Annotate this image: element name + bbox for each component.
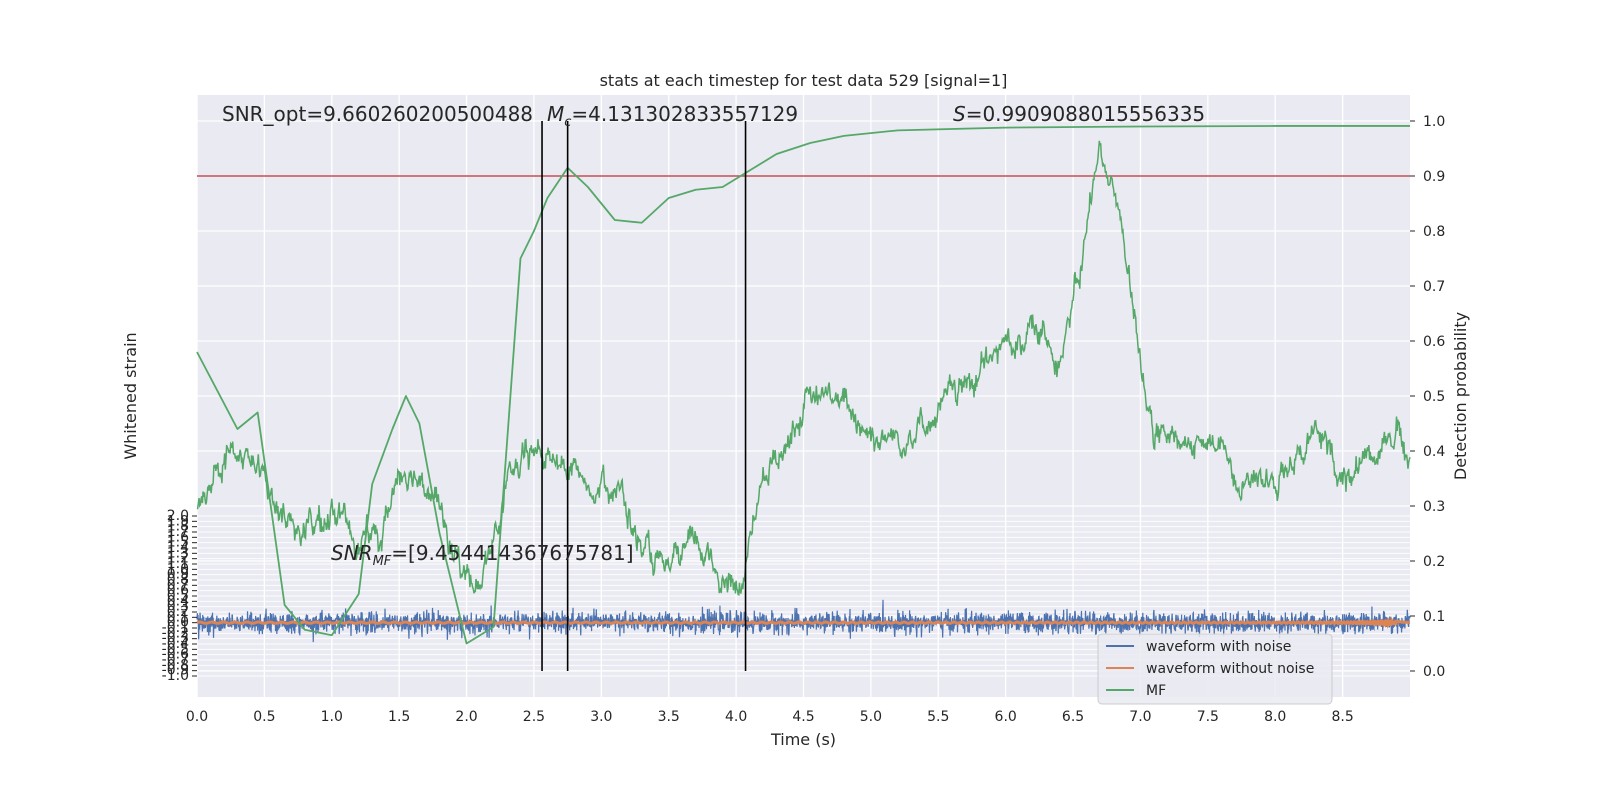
left-tick-label: 1.7 bbox=[167, 524, 189, 540]
left-tick-label: 1.2 bbox=[167, 551, 189, 567]
snr-mf-symbol: SNR bbox=[331, 541, 373, 565]
left-tick-label: 1.9 bbox=[167, 513, 189, 529]
x-tick-label: 3.5 bbox=[658, 709, 680, 725]
right-tick-label: 0.3 bbox=[1423, 499, 1445, 515]
left-tick-label: -1.0 bbox=[162, 668, 189, 684]
chirp-mass-annotation: Mc=4.131302833557129 bbox=[547, 102, 798, 130]
x-tick-label: 8.0 bbox=[1264, 709, 1286, 725]
x-axis-label: Time (s) bbox=[770, 730, 836, 749]
waveform-without-noise-line bbox=[196, 616, 1410, 630]
left-tick-label: -0.9 bbox=[162, 663, 189, 679]
left-tick-label: 1.8 bbox=[167, 519, 189, 535]
left-tick-label: 2.0 bbox=[167, 508, 189, 524]
x-tick-label: 4.0 bbox=[725, 709, 747, 725]
left-tick-label: 0.9 bbox=[167, 567, 189, 583]
x-tick-label: 4.5 bbox=[792, 709, 814, 725]
left-tick-label: 0.5 bbox=[167, 588, 189, 604]
left-tick-label: -0.8 bbox=[162, 657, 189, 673]
x-tick-label: 1.5 bbox=[388, 709, 410, 725]
mf-line bbox=[196, 125, 1410, 645]
left-tick-label: 0.0 bbox=[167, 615, 189, 631]
score-value: =0.9909088015556335 bbox=[966, 102, 1205, 126]
legend-box bbox=[1097, 633, 1333, 705]
left-tick-label: 1.3 bbox=[167, 545, 189, 561]
x-tick-label: 2.5 bbox=[523, 709, 545, 725]
snr-mf-subscript: MF bbox=[373, 554, 392, 569]
right-tick-label: 1.0 bbox=[1423, 114, 1445, 130]
x-tick-label: 0.5 bbox=[253, 709, 275, 725]
right-tick-labels: 0.0 0.1 0.2 0.3 0.4 0.5 0.6 0.7 0.8 0.9 1.0 bbox=[1410, 114, 1445, 680]
left-tick-label: -0.5 bbox=[162, 641, 189, 657]
right-tick-label: 0.9 bbox=[1423, 169, 1445, 185]
left-tick-label: 0.7 bbox=[167, 577, 189, 593]
left-tick-label: -0.4 bbox=[162, 636, 189, 652]
x-tick-label: 8.5 bbox=[1331, 709, 1353, 725]
right-tick-label: 0.2 bbox=[1423, 554, 1445, 570]
right-tick-label: 0.5 bbox=[1423, 389, 1445, 405]
score-annotation: S=0.9909088015556335 bbox=[953, 102, 1205, 126]
right-tick-label: 0.8 bbox=[1423, 224, 1445, 240]
legend-label-mf: MF bbox=[1146, 683, 1166, 699]
x-tick-label: 0.0 bbox=[186, 709, 208, 725]
chirp-mass-subscript: c bbox=[564, 115, 571, 130]
left-tick-label: 1.5 bbox=[167, 535, 189, 551]
legend-label-waveform-with-noise: waveform with noise bbox=[1146, 639, 1291, 655]
right-tick-label: 0.7 bbox=[1423, 279, 1445, 295]
left-tick-label: 0.4 bbox=[167, 593, 189, 609]
series-layer bbox=[196, 121, 1411, 671]
chart-title: stats at each timestep for test data 529… bbox=[600, 71, 1008, 90]
legend: waveform with noise waveform without noi… bbox=[1097, 633, 1333, 705]
x-tick-label: 3.0 bbox=[590, 709, 612, 725]
left-tick-label: 0.3 bbox=[167, 599, 189, 615]
x-tick-label: 7.5 bbox=[1197, 709, 1219, 725]
left-tick-label: -0.3 bbox=[162, 631, 189, 647]
left-tick-label: 1.1 bbox=[167, 556, 189, 572]
left-tick-label: 1.4 bbox=[167, 540, 189, 556]
left-tick-label: 1.6 bbox=[167, 529, 189, 545]
score-symbol: S bbox=[953, 102, 966, 126]
snr-opt-annotation: SNR_opt=9.660260200500488 bbox=[222, 102, 533, 126]
left-tick-label: -0.7 bbox=[162, 652, 189, 668]
x-tick-label: 7.0 bbox=[1129, 709, 1151, 725]
chirp-mass-value: =4.131302833557129 bbox=[571, 102, 798, 126]
x-tick-label: 6.0 bbox=[995, 709, 1017, 725]
left-y-axis-label: Whitened strain bbox=[121, 332, 140, 459]
x-tick-label: 6.5 bbox=[1062, 709, 1084, 725]
left-tick-label: 0.2 bbox=[167, 604, 189, 620]
right-tick-label: 0.0 bbox=[1423, 664, 1445, 680]
right-tick-label: 0.6 bbox=[1423, 334, 1445, 350]
left-tick-label: 0.6 bbox=[167, 583, 189, 599]
left-tick-label: 1.0 bbox=[167, 561, 189, 577]
x-tick-label: 2.0 bbox=[455, 709, 477, 725]
detection-probability-line bbox=[196, 140, 1411, 596]
right-y-axis-label: Detection probability bbox=[1451, 312, 1470, 480]
left-tick-label: -0.1 bbox=[162, 620, 189, 636]
snr-mf-value: =[9.454414367675781] bbox=[391, 541, 633, 565]
left-tick-label: 0.1 bbox=[167, 609, 189, 625]
right-tick-label: 0.4 bbox=[1423, 444, 1445, 460]
left-tick-label: -0.2 bbox=[162, 625, 189, 641]
right-tick-label: 0.1 bbox=[1423, 609, 1445, 625]
x-tick-label: 1.0 bbox=[321, 709, 343, 725]
x-tick-label: 5.5 bbox=[927, 709, 949, 725]
x-tick-labels: 0.0 0.5 1.0 1.5 2.0 2.5 3.0 3.5 4.0 4.5 5.0 5.5 6.0 6… bbox=[186, 709, 1354, 725]
snr-mf-annotation: SNRMF=[9.454414367675781] bbox=[331, 541, 634, 569]
legend-label-waveform-without-noise: waveform without noise bbox=[1146, 661, 1314, 677]
left-tick-label: 0.8 bbox=[167, 572, 189, 588]
chirp-mass-symbol: M bbox=[547, 102, 564, 126]
left-tick-label: -0.6 bbox=[162, 647, 189, 663]
left-tick-labels: -1.0-0.9-0.8-0.7-0.6-0.5-0.4-0.3-0.2-0.1… bbox=[162, 508, 197, 684]
x-tick-label: 5.0 bbox=[860, 709, 882, 725]
